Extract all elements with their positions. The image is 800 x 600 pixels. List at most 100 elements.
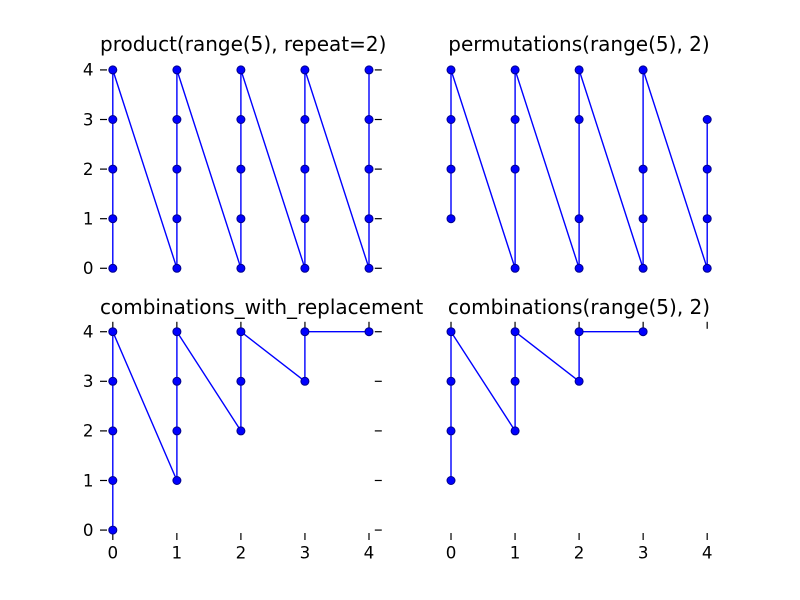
data-point	[172, 376, 182, 386]
data-point	[364, 214, 374, 224]
data-point	[236, 327, 246, 337]
x-tick-label: 4	[364, 543, 375, 563]
y-tick-label: 1	[83, 208, 94, 228]
data-point	[300, 115, 310, 124]
data-point	[300, 214, 310, 224]
data-point	[446, 426, 456, 436]
data-point	[510, 65, 520, 75]
data-point	[172, 214, 182, 224]
subplot-2: 0 1 2 3 4 0 1 2 3 4	[83, 322, 382, 563]
data-point	[510, 164, 520, 174]
data-point	[702, 115, 712, 124]
data-point	[300, 263, 310, 273]
data-point	[236, 376, 246, 386]
subplot-1	[446, 65, 712, 273]
x-tick-label: 0	[107, 543, 118, 563]
y-tick-label: 4	[83, 322, 94, 342]
x-tick-label: 1	[172, 543, 183, 563]
data-point	[108, 376, 118, 386]
data-point	[510, 376, 520, 386]
data-point	[446, 115, 456, 124]
y-tick-label: 1	[83, 470, 94, 490]
x-tick-label: 4	[702, 543, 713, 563]
x-tick-label: 0	[446, 543, 457, 563]
data-point	[108, 476, 118, 485]
data-point	[172, 65, 182, 75]
data-point	[364, 65, 374, 75]
x-tick-label: 2	[574, 543, 585, 563]
data-point	[446, 327, 456, 337]
data-point	[236, 164, 246, 174]
series-line	[450, 331, 644, 482]
subplot-title-combinations: combinations(range(5), 2)	[447, 295, 711, 319]
data-point	[574, 327, 584, 337]
data-point	[510, 115, 520, 124]
data-point	[172, 164, 182, 174]
data-point	[172, 476, 182, 485]
data-point	[638, 327, 648, 337]
y-tick-label: 0	[83, 520, 94, 540]
subplot-0: 0 1 2 3 4	[83, 60, 382, 278]
data-point	[300, 327, 310, 337]
data-point	[510, 263, 520, 273]
subplot-title-permutations: permutations(range(5), 2)	[448, 32, 710, 56]
data-point	[172, 327, 182, 337]
data-point	[108, 327, 118, 337]
data-point	[236, 263, 246, 273]
data-point	[364, 164, 374, 174]
data-point	[108, 214, 118, 224]
data-point	[172, 115, 182, 124]
data-point	[446, 65, 456, 75]
y-tick-label: 2	[83, 421, 94, 441]
y-tick-label: 3	[83, 109, 94, 129]
data-point	[638, 263, 648, 273]
subplot-title-product: product(range(5), repeat=2)	[100, 32, 387, 56]
data-point	[172, 426, 182, 436]
data-point	[108, 115, 118, 124]
data-point	[364, 327, 374, 337]
data-point	[574, 65, 584, 75]
data-point	[574, 214, 584, 224]
x-tick-label: 3	[638, 543, 649, 563]
data-point	[702, 263, 712, 273]
subplot-3: 0 1 2 3 4	[446, 321, 713, 563]
y-tick-label: 2	[83, 159, 94, 179]
data-point	[300, 164, 310, 174]
y-tick-label: 0	[83, 258, 94, 278]
data-point	[510, 327, 520, 337]
data-point	[108, 263, 118, 273]
data-point	[300, 376, 310, 386]
data-point	[574, 115, 584, 124]
data-point	[638, 164, 648, 174]
x-tick-label: 3	[300, 543, 311, 563]
series-line	[450, 69, 708, 269]
y-tick-label: 3	[83, 371, 94, 391]
data-point	[574, 376, 584, 386]
data-point	[574, 263, 584, 273]
data-point	[446, 164, 456, 174]
data-point	[446, 214, 456, 224]
data-point	[108, 164, 118, 174]
data-point	[236, 426, 246, 436]
data-point	[236, 65, 246, 75]
data-point	[172, 263, 182, 273]
subplot-title-combinations-with-replacement: combinations_with_replacement	[100, 295, 424, 319]
data-point	[638, 214, 648, 224]
data-point	[702, 164, 712, 174]
data-point	[510, 426, 520, 436]
data-point	[364, 115, 374, 124]
data-point	[108, 525, 118, 535]
data-point	[108, 426, 118, 436]
data-point	[108, 65, 118, 75]
data-point	[638, 65, 648, 75]
data-point	[702, 214, 712, 224]
data-point	[446, 376, 456, 386]
data-point	[236, 214, 246, 224]
data-point	[236, 115, 246, 124]
x-tick-label: 2	[236, 543, 247, 563]
x-tick-label: 1	[510, 543, 521, 563]
data-point	[364, 263, 374, 273]
data-point	[300, 65, 310, 75]
